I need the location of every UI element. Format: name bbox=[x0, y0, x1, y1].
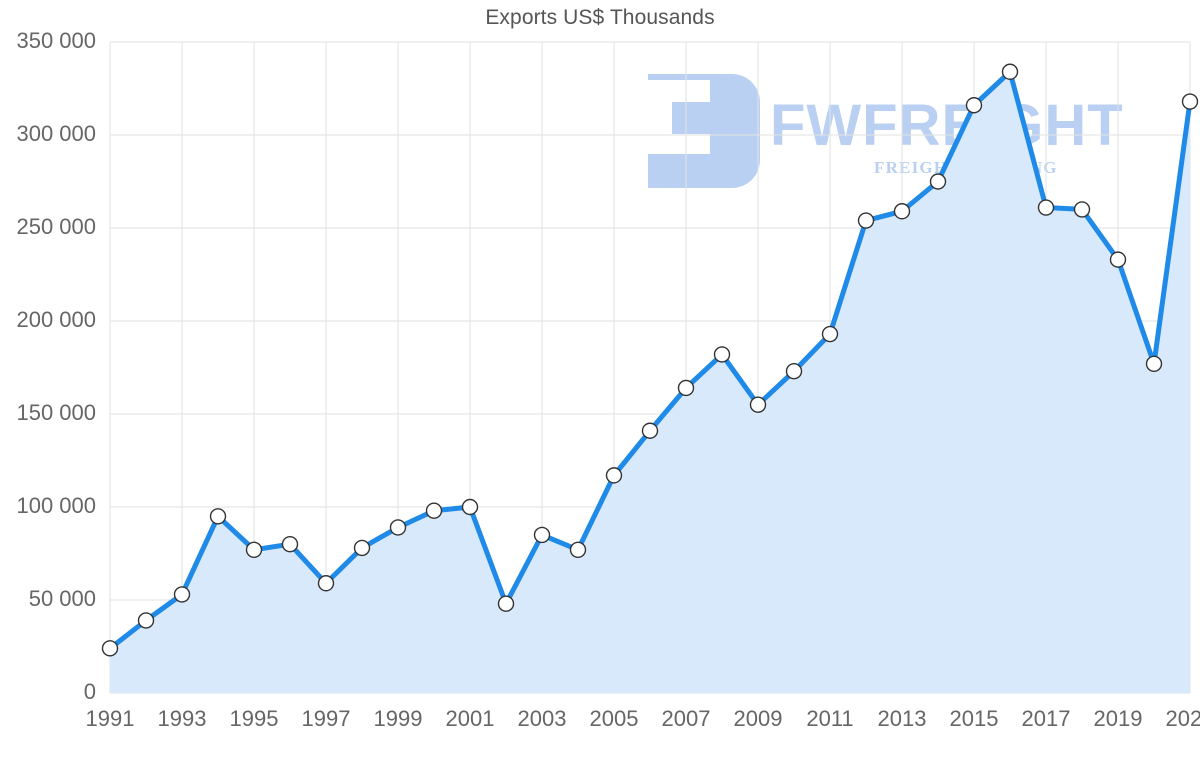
x-axis-tick-label: 2003 bbox=[517, 706, 567, 731]
data-point-marker[interactable] bbox=[461, 498, 479, 516]
x-axis-tick-label: 2017 bbox=[1021, 706, 1071, 731]
data-point-marker[interactable] bbox=[1037, 199, 1055, 216]
data-point-marker[interactable] bbox=[713, 346, 731, 363]
data-point-marker[interactable] bbox=[1073, 201, 1091, 218]
data-point-marker[interactable] bbox=[245, 541, 263, 558]
x-axis-tick-label: 1999 bbox=[373, 706, 423, 731]
data-point-marker[interactable] bbox=[1145, 355, 1163, 372]
data-point-marker[interactable] bbox=[533, 526, 551, 544]
data-point-marker[interactable] bbox=[965, 97, 983, 114]
data-point-markers bbox=[101, 63, 1199, 657]
x-axis-tick-label: 2021 bbox=[1165, 706, 1200, 731]
data-point-marker[interactable] bbox=[929, 173, 947, 190]
data-point-marker[interactable] bbox=[137, 612, 155, 629]
data-point-marker[interactable] bbox=[353, 539, 371, 557]
data-point-marker[interactable] bbox=[1109, 251, 1127, 268]
data-point-marker[interactable] bbox=[173, 586, 191, 603]
x-axis-tick-label: 2011 bbox=[806, 706, 854, 731]
y-axis-tick-label: 150 000 bbox=[16, 400, 96, 425]
x-axis-tick-label: 2013 bbox=[877, 706, 927, 731]
data-point-marker[interactable] bbox=[569, 541, 587, 558]
x-axis-tick-label: 2005 bbox=[589, 706, 639, 731]
x-axis-tick-label: 2019 bbox=[1093, 706, 1143, 731]
data-point-marker[interactable] bbox=[281, 536, 299, 553]
y-axis-tick-label: 350 000 bbox=[16, 28, 96, 53]
chart-title: Exports US$ Thousands bbox=[485, 6, 715, 29]
x-axis-tick-label: 1991 bbox=[85, 706, 135, 731]
data-point-marker[interactable] bbox=[605, 467, 623, 484]
x-axis-tick-label: 2015 bbox=[949, 706, 999, 731]
x-axis-tick-label: 1993 bbox=[157, 706, 207, 731]
data-point-marker[interactable] bbox=[749, 396, 767, 413]
x-axis-tick-label: 1997 bbox=[301, 706, 351, 731]
x-axis-tick-label: 2007 bbox=[661, 706, 711, 731]
y-axis-tick-label: 250 000 bbox=[16, 214, 96, 239]
area-fill bbox=[110, 71, 1190, 693]
y-axis-tick-label: 300 000 bbox=[16, 121, 96, 146]
data-point-marker[interactable] bbox=[101, 640, 119, 657]
y-axis-tick-label: 200 000 bbox=[16, 307, 96, 332]
data-point-marker[interactable] bbox=[1181, 93, 1199, 110]
y-axis-tick-label: 0 bbox=[83, 679, 96, 704]
x-axis-tick-label: 2009 bbox=[733, 706, 783, 731]
data-point-marker[interactable] bbox=[641, 422, 659, 439]
data-point-marker[interactable] bbox=[497, 595, 515, 612]
y-axis-tick-label: 50 000 bbox=[28, 586, 96, 611]
data-point-marker[interactable] bbox=[425, 502, 443, 519]
data-point-marker[interactable] bbox=[857, 212, 875, 229]
data-point-marker[interactable] bbox=[1001, 63, 1019, 80]
x-axis-tick-label: 2001 bbox=[445, 706, 495, 731]
data-point-marker[interactable] bbox=[389, 519, 407, 536]
data-point-marker[interactable] bbox=[893, 203, 911, 220]
data-point-marker[interactable] bbox=[677, 379, 695, 397]
y-axis-tick-label: 100 000 bbox=[16, 493, 96, 518]
x-axis-tick-label: 1995 bbox=[229, 706, 279, 731]
data-point-marker[interactable] bbox=[821, 325, 839, 343]
data-point-marker[interactable] bbox=[785, 363, 803, 380]
data-point-marker[interactable] bbox=[209, 508, 227, 525]
data-point-marker[interactable] bbox=[317, 575, 335, 592]
